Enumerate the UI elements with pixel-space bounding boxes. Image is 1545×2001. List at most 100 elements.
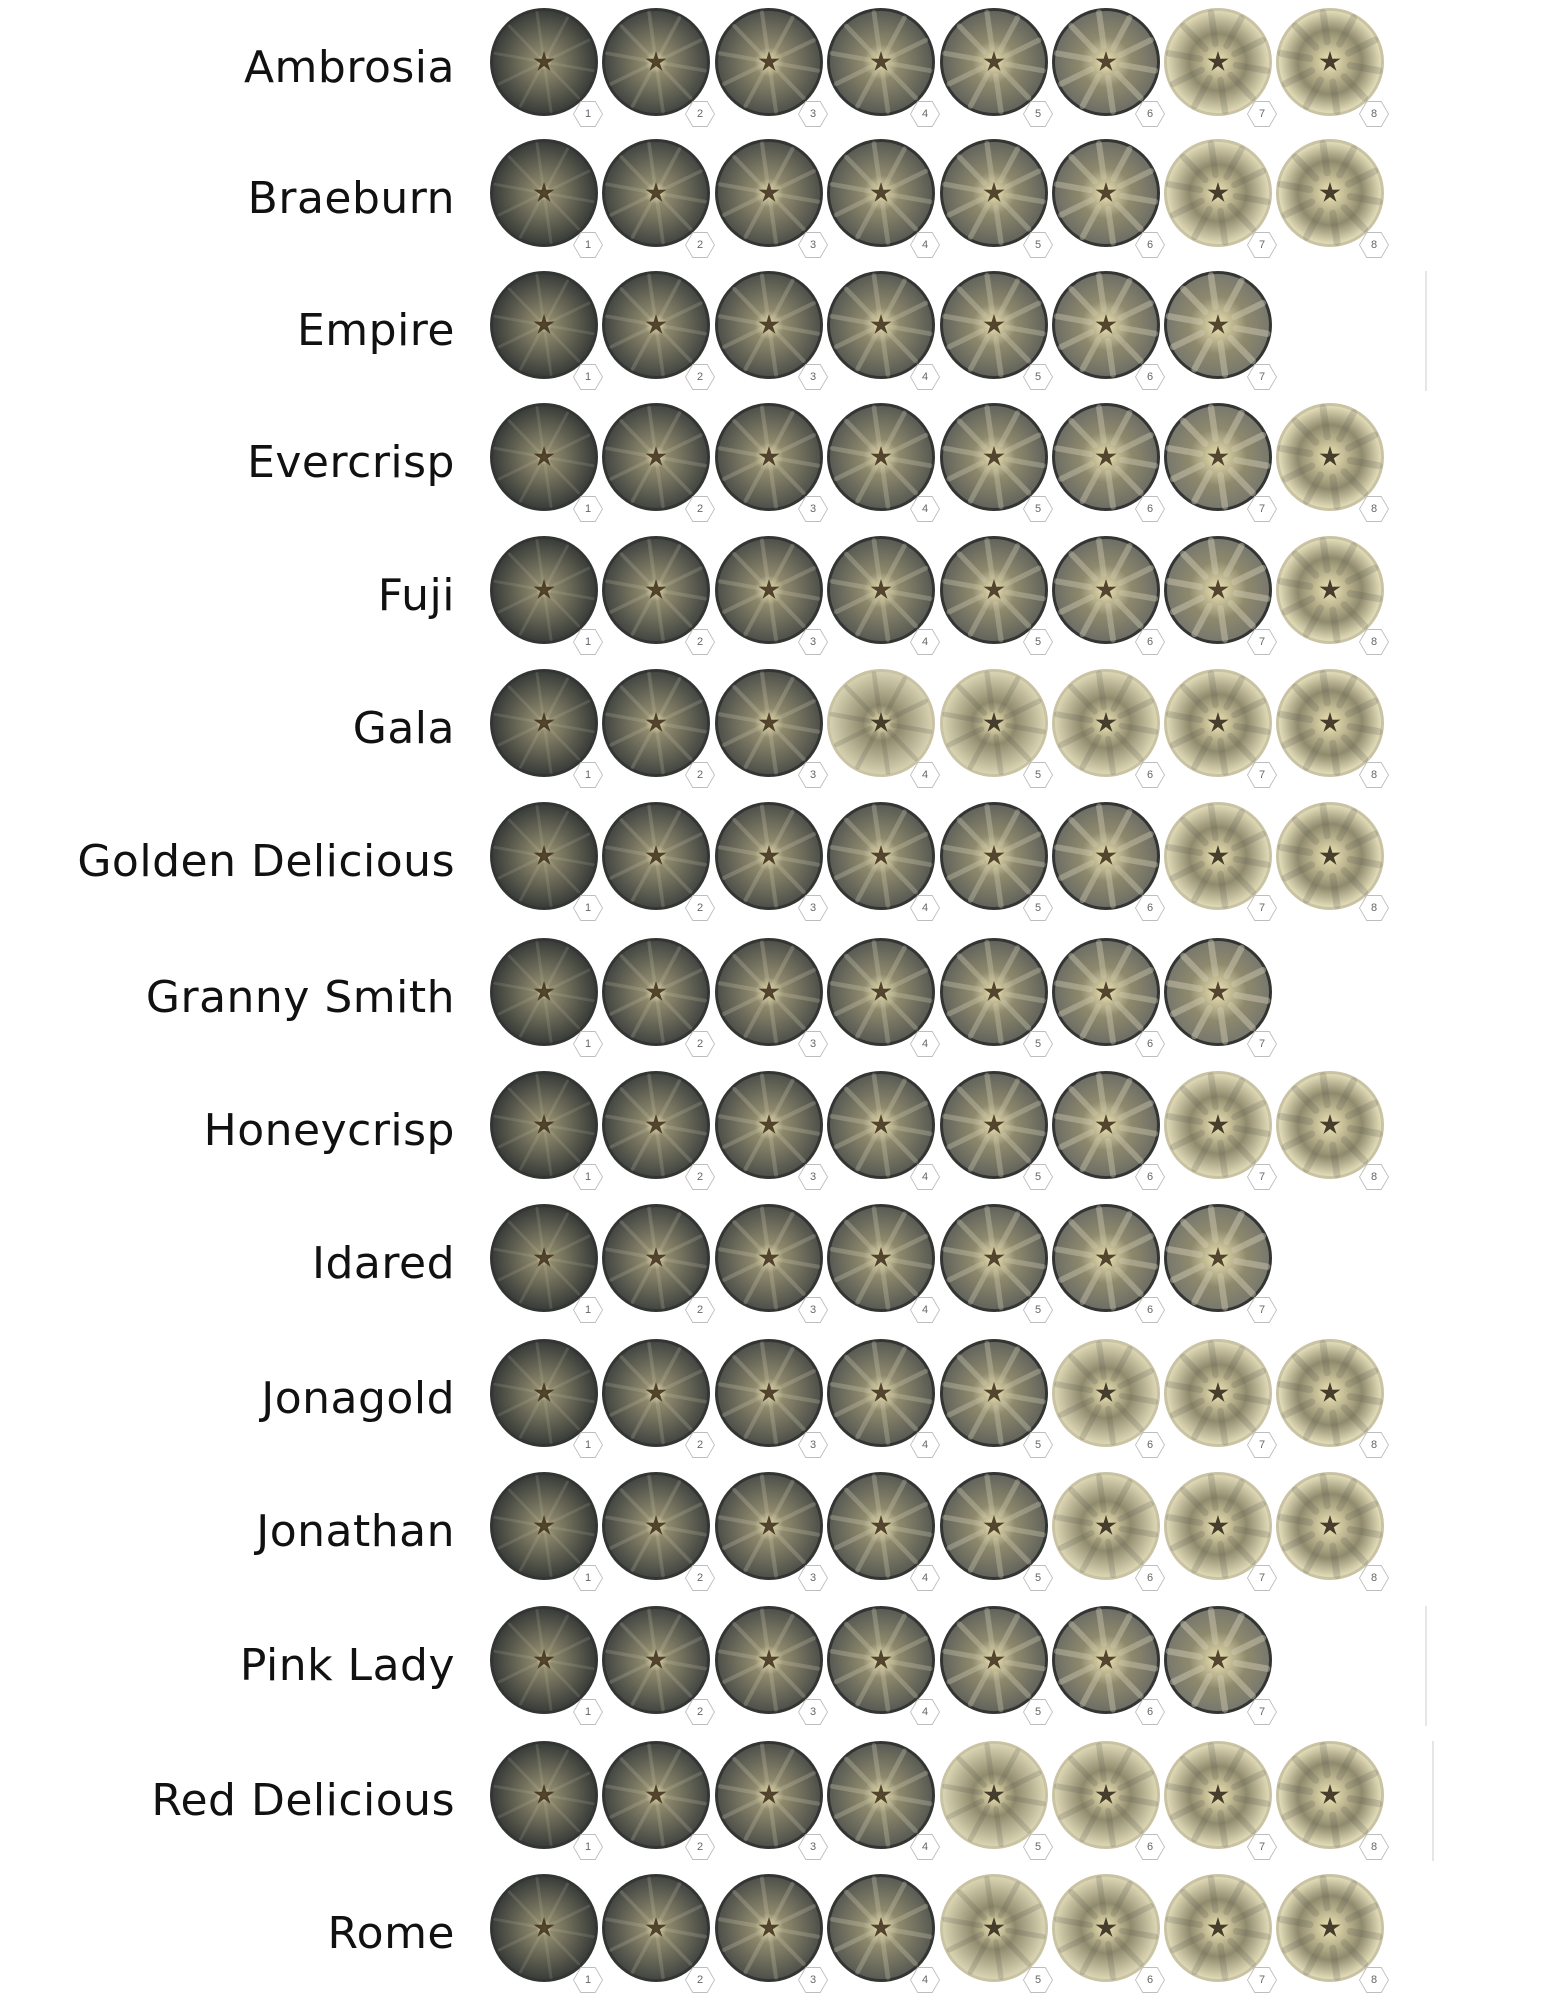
stage-number-badge: 2 — [686, 896, 714, 920]
stage-number-badge: 1 — [574, 1700, 602, 1724]
apple-slice: 2 — [600, 1604, 715, 1725]
variety-row: Jonagold 1 2 3 4 5 6 7 8 — [0, 1333, 1545, 1466]
stage-number-badge: 4 — [911, 365, 939, 389]
apple-slice: 4 — [825, 1470, 940, 1591]
apple-slice: 2 — [600, 1739, 715, 1860]
apple-slice: 2 — [600, 1470, 715, 1591]
apple-slice: 1 — [488, 1202, 603, 1323]
apple-slice: 3 — [713, 1069, 828, 1190]
apple-slice-image — [602, 1741, 710, 1849]
stage-number-badge: 1 — [574, 1433, 602, 1457]
apple-slice: 6 — [1050, 1604, 1165, 1725]
apple-slice: 8 — [1274, 6, 1389, 127]
apple-slice: 5 — [938, 269, 1053, 390]
stage-number-badge: 4 — [911, 1165, 939, 1189]
variety-label: Fuji — [377, 570, 455, 621]
apple-slice: 3 — [713, 1739, 828, 1860]
variety-label: Rome — [327, 1908, 455, 1959]
apple-slice-image — [715, 1204, 823, 1312]
apple-slice-image — [715, 536, 823, 644]
apple-slice: 7 — [1162, 269, 1277, 390]
apple-slice-image — [715, 8, 823, 116]
apple-slice-image — [827, 938, 935, 1046]
apple-slice: 1 — [488, 1872, 603, 1993]
stage-number-badge: 1 — [574, 497, 602, 521]
apple-slice: 3 — [713, 667, 828, 788]
apple-slice-image — [490, 1472, 598, 1580]
apple-slice-image — [715, 1071, 823, 1179]
apple-slice-image — [827, 802, 935, 910]
apple-slice-image — [1276, 1339, 1384, 1447]
apple-slice-image — [490, 536, 598, 644]
apple-slice-image — [940, 1874, 1048, 1982]
apple-slice-image — [827, 1339, 935, 1447]
apple-slice: 8 — [1274, 1470, 1389, 1591]
apple-slice-image — [715, 1741, 823, 1849]
apple-slice: 4 — [825, 1604, 940, 1725]
apple-slice: 2 — [600, 269, 715, 390]
apple-slice: 6 — [1050, 936, 1165, 1057]
apple-slice: 5 — [938, 534, 1053, 655]
apple-slice-image — [1052, 536, 1160, 644]
apple-slice: 3 — [713, 534, 828, 655]
stage-number-badge: 2 — [686, 365, 714, 389]
apple-slice-image — [490, 1741, 598, 1849]
apple-slice-image — [1276, 669, 1384, 777]
apple-slice: 4 — [825, 534, 940, 655]
stage-number-badge: 1 — [574, 1165, 602, 1189]
apple-slice-image — [827, 271, 935, 379]
variety-row: Golden Delicious 1 2 3 4 5 6 7 8 — [0, 796, 1545, 929]
apple-slice: 4 — [825, 1337, 940, 1458]
apple-slice-image — [1276, 403, 1384, 511]
variety-row: Ambrosia 1 2 3 4 5 6 7 8 — [0, 2, 1545, 135]
apple-slice: 5 — [938, 1202, 1053, 1323]
apple-slice-image — [490, 669, 598, 777]
apple-slice: 1 — [488, 1739, 603, 1860]
stage-number-badge: 3 — [799, 1835, 827, 1859]
variety-label: Pink Lady — [239, 1640, 455, 1691]
apple-slice-image — [715, 1606, 823, 1714]
apple-slice-image — [715, 669, 823, 777]
apple-slice: 1 — [488, 6, 603, 127]
apple-slice: 5 — [938, 1069, 1053, 1190]
variety-label: Honeycrisp — [203, 1105, 455, 1156]
apple-slice-image — [602, 938, 710, 1046]
apple-slice-image — [1052, 1071, 1160, 1179]
apple-slice: 2 — [600, 1202, 715, 1323]
apple-slice: 8 — [1274, 1069, 1389, 1190]
apple-slice: 4 — [825, 667, 940, 788]
variety-label: Jonathan — [256, 1506, 455, 1557]
apple-slice: 2 — [600, 401, 715, 522]
stage-number-badge: 1 — [574, 365, 602, 389]
apple-slice-image — [490, 8, 598, 116]
apple-slice: 8 — [1274, 667, 1389, 788]
apple-slice-image — [1276, 1741, 1384, 1849]
apple-slice: 6 — [1050, 1872, 1165, 1993]
apple-slice-image — [490, 403, 598, 511]
apple-slice-image — [940, 938, 1048, 1046]
apple-slice-image — [1276, 1071, 1384, 1179]
apple-slice: 6 — [1050, 800, 1165, 921]
variety-row: Idared 1 2 3 4 5 6 7 — [0, 1198, 1545, 1331]
apple-slice-image — [715, 139, 823, 247]
stage-number-badge: 2 — [686, 102, 714, 126]
stage-number-badge: 3 — [799, 763, 827, 787]
apple-slice: 8 — [1274, 137, 1389, 258]
variety-label: Braeburn — [247, 173, 455, 224]
apple-slice: 5 — [938, 1872, 1053, 1993]
stage-number-badge: 4 — [911, 1968, 939, 1992]
apple-slice: 6 — [1050, 401, 1165, 522]
stage-number-badge: 4 — [911, 630, 939, 654]
apple-slice-image — [715, 1339, 823, 1447]
apple-slice: 1 — [488, 667, 603, 788]
stage-number-badge: 1 — [574, 1835, 602, 1859]
apple-slice-image — [490, 802, 598, 910]
apple-slice-image — [1052, 1741, 1160, 1849]
variety-label: Granny Smith — [145, 972, 455, 1023]
apple-slice: 1 — [488, 534, 603, 655]
apple-slice-image — [827, 1204, 935, 1312]
